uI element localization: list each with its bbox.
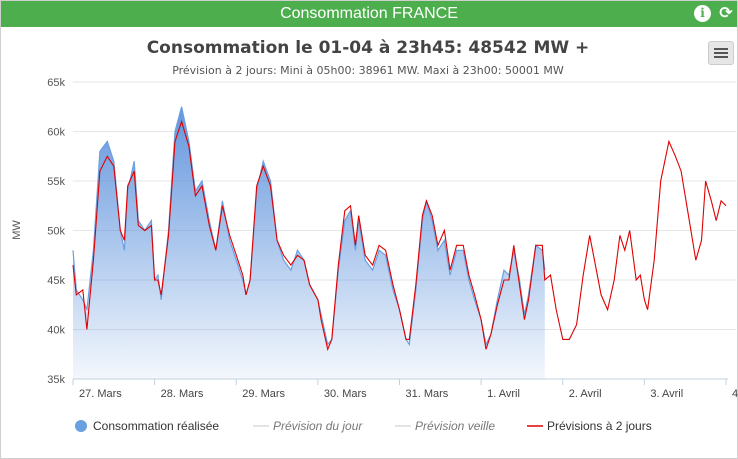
- chart-subtitle: Prévision à 2 jours: Mini à 05h00: 38961…: [172, 64, 564, 77]
- legend-label: Prévision veille: [415, 419, 495, 433]
- panel-header: Consommation FRANCE i ⟳: [1, 1, 737, 27]
- y-tick-label: 40k: [47, 325, 65, 337]
- area-consommation-realisee: [73, 106, 545, 380]
- legend-label: Consommation réalisée: [93, 419, 219, 433]
- x-tick-label: 28. Mars: [161, 388, 204, 400]
- legend: Consommation réalisée Prévision du jour Pr…: [75, 419, 652, 433]
- x-tick-label: 1. Avril: [487, 388, 520, 400]
- y-tick-label: 50k: [47, 226, 65, 238]
- y-tick-label: 60k: [47, 127, 65, 139]
- legend-symbol: [75, 420, 87, 432]
- hamburger-menu-icon[interactable]: [708, 41, 734, 65]
- legend-item[interactable]: Prévision veille: [395, 419, 495, 433]
- chart-title: Consommation le 01-04 à 23h45: 48542 MW …: [147, 38, 590, 58]
- y-axis-title: MW: [11, 220, 23, 240]
- legend-label: Prévisions à 2 jours: [547, 419, 652, 433]
- line-previsions-2-jours: [72, 119, 727, 352]
- x-tick-label: 31. Mars: [406, 388, 449, 400]
- x-tick-label: 2. Avril: [569, 388, 602, 400]
- x-tick-label: 4: [732, 388, 738, 400]
- x-tick-label: 3. Avril: [650, 388, 683, 400]
- info-icon[interactable]: i: [694, 5, 711, 22]
- x-axis: 27. Mars 28. Mars 29. Mars 30. Mars 31. Mars…: [72, 378, 738, 400]
- y-axis-labels: 35k 40k 45k 50k 55k 60k 65k: [47, 77, 65, 386]
- y-tick-label: 35k: [47, 374, 65, 386]
- y-tick-label: 65k: [47, 77, 65, 89]
- x-tick-label: 29. Mars: [242, 388, 285, 400]
- y-tick-label: 55k: [47, 176, 65, 188]
- legend-label: Prévision du jour: [273, 419, 363, 433]
- refresh-icon[interactable]: ⟳: [719, 3, 733, 22]
- x-tick-label: 30. Mars: [324, 388, 367, 400]
- legend-item[interactable]: Prévision du jour: [253, 419, 363, 433]
- series-layer: [72, 106, 727, 380]
- panel-title: Consommation FRANCE: [280, 5, 458, 22]
- legend-item[interactable]: Prévisions à 2 jours: [527, 419, 652, 433]
- y-tick-label: 45k: [47, 275, 65, 287]
- x-tick-label: 27. Mars: [79, 388, 122, 400]
- legend-item[interactable]: Consommation réalisée: [75, 419, 219, 433]
